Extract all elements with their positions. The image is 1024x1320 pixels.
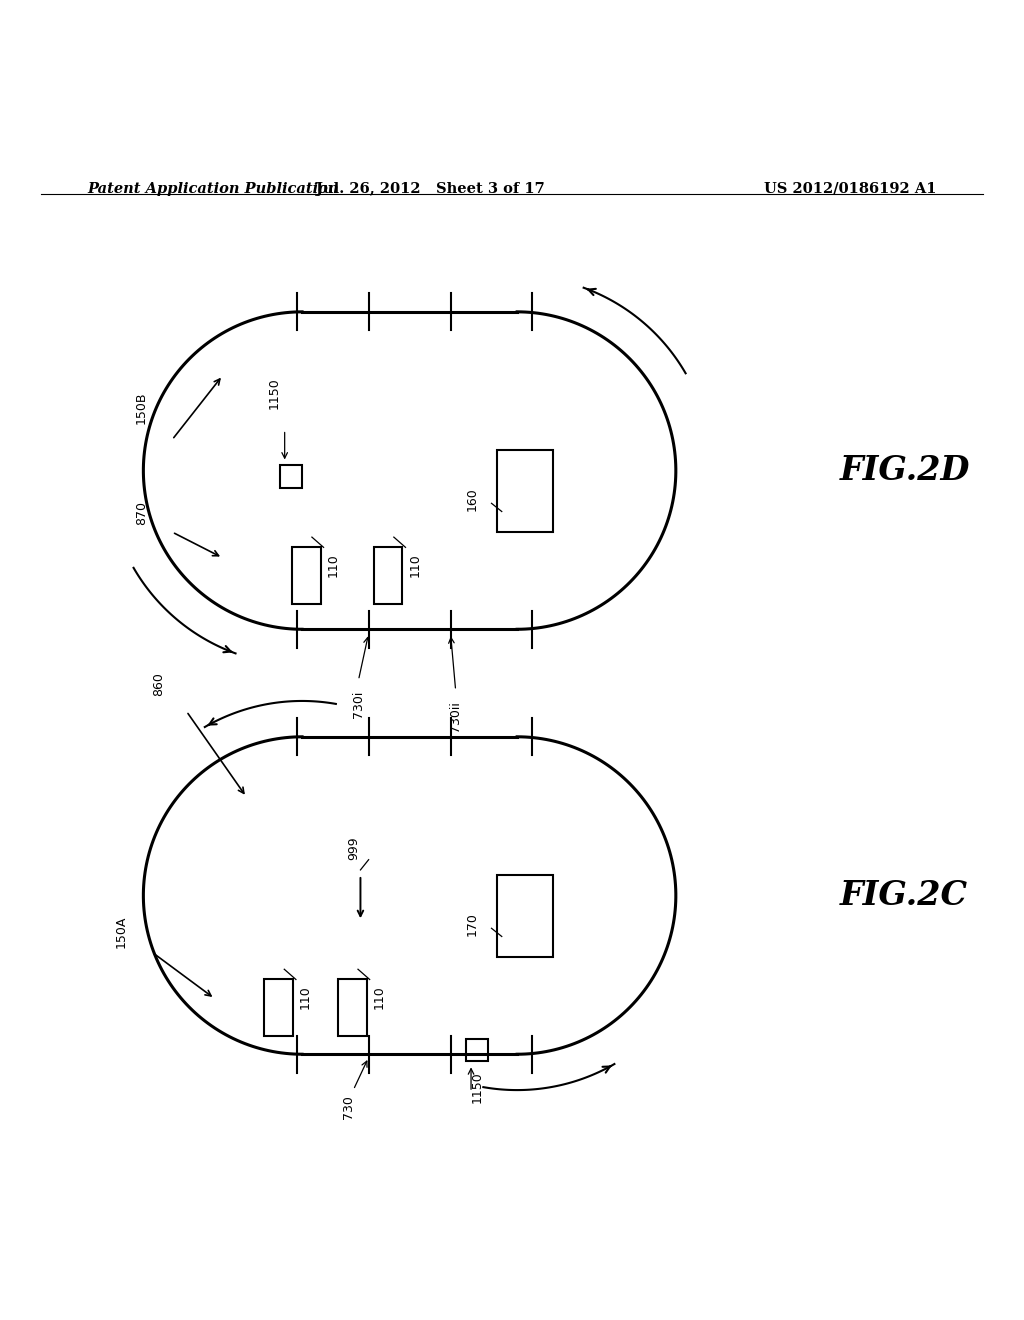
Text: 170: 170 [465, 912, 478, 936]
Text: 110: 110 [373, 985, 386, 1008]
Text: 110: 110 [409, 553, 422, 577]
Text: 999: 999 [347, 836, 359, 859]
Bar [374, 548, 402, 603]
Text: 110: 110 [299, 985, 312, 1008]
Text: 150A: 150A [115, 916, 127, 948]
Text: 730i: 730i [352, 690, 365, 718]
Text: 1150: 1150 [471, 1072, 483, 1104]
Text: FIG.2C: FIG.2C [840, 879, 968, 912]
Text: FIG.2D: FIG.2D [840, 454, 970, 487]
Text: 730ii: 730ii [450, 701, 462, 731]
Text: 1150: 1150 [268, 378, 281, 409]
Text: 730: 730 [342, 1096, 354, 1119]
Bar [466, 1039, 488, 1061]
Bar [497, 450, 553, 532]
Text: 160: 160 [465, 487, 478, 511]
Text: Patent Application Publication: Patent Application Publication [87, 182, 339, 195]
Text: US 2012/0186192 A1: US 2012/0186192 A1 [765, 182, 937, 195]
Text: Jul. 26, 2012   Sheet 3 of 17: Jul. 26, 2012 Sheet 3 of 17 [315, 182, 545, 195]
Text: 150B: 150B [135, 392, 147, 425]
Text: 860: 860 [153, 672, 165, 696]
Text: 870: 870 [135, 502, 147, 525]
Bar [338, 979, 367, 1036]
Bar [292, 548, 321, 603]
Bar [497, 875, 553, 957]
Text: 110: 110 [327, 553, 340, 577]
Bar [264, 979, 293, 1036]
Bar [280, 466, 302, 488]
